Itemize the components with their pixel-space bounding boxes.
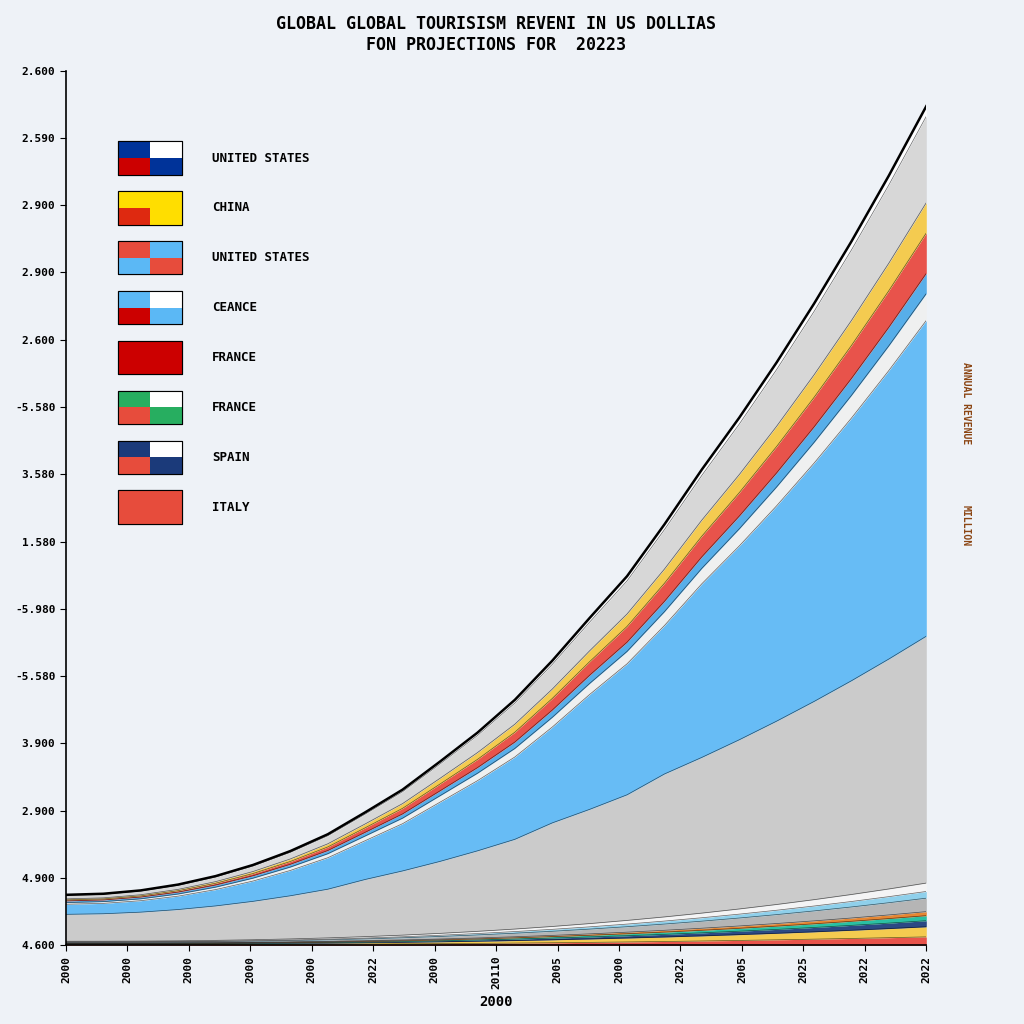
FancyBboxPatch shape xyxy=(150,208,182,224)
FancyBboxPatch shape xyxy=(150,341,182,357)
FancyBboxPatch shape xyxy=(118,507,150,523)
FancyBboxPatch shape xyxy=(118,291,182,325)
FancyBboxPatch shape xyxy=(118,242,182,274)
FancyBboxPatch shape xyxy=(150,391,182,408)
Text: CHINA: CHINA xyxy=(212,202,250,214)
Title: GLOBAL GLOBAL TOURISISM REVENI IN US DOLLIAS
FON PROJECTIONS FOR  20223: GLOBAL GLOBAL TOURISISM REVENI IN US DOL… xyxy=(276,15,716,54)
FancyBboxPatch shape xyxy=(150,490,182,507)
Text: MILLION: MILLION xyxy=(961,505,971,546)
FancyBboxPatch shape xyxy=(118,341,150,357)
FancyBboxPatch shape xyxy=(118,391,182,424)
FancyBboxPatch shape xyxy=(118,208,150,224)
Text: FRANCE: FRANCE xyxy=(212,351,257,364)
FancyBboxPatch shape xyxy=(150,158,182,175)
Text: UNITED STATES: UNITED STATES xyxy=(212,251,309,264)
FancyBboxPatch shape xyxy=(118,357,150,374)
FancyBboxPatch shape xyxy=(118,440,182,474)
Text: CEANCE: CEANCE xyxy=(212,301,257,314)
FancyBboxPatch shape xyxy=(118,242,150,258)
X-axis label: 2000: 2000 xyxy=(479,995,513,1009)
FancyBboxPatch shape xyxy=(118,158,150,175)
FancyBboxPatch shape xyxy=(150,258,182,274)
FancyBboxPatch shape xyxy=(118,141,150,158)
Text: SPAIN: SPAIN xyxy=(212,451,250,464)
FancyBboxPatch shape xyxy=(150,191,182,208)
FancyBboxPatch shape xyxy=(150,357,182,374)
FancyBboxPatch shape xyxy=(118,458,150,474)
FancyBboxPatch shape xyxy=(118,408,150,424)
FancyBboxPatch shape xyxy=(118,258,150,274)
FancyBboxPatch shape xyxy=(150,242,182,258)
FancyBboxPatch shape xyxy=(150,291,182,307)
FancyBboxPatch shape xyxy=(150,141,182,158)
FancyBboxPatch shape xyxy=(118,191,150,208)
FancyBboxPatch shape xyxy=(118,490,182,523)
FancyBboxPatch shape xyxy=(118,440,150,458)
FancyBboxPatch shape xyxy=(150,307,182,325)
Text: ITALY: ITALY xyxy=(212,501,250,514)
FancyBboxPatch shape xyxy=(118,391,150,408)
FancyBboxPatch shape xyxy=(118,291,150,307)
FancyBboxPatch shape xyxy=(150,507,182,523)
Text: ANNUAL REVENUE: ANNUAL REVENUE xyxy=(961,361,971,444)
Text: FRANCE: FRANCE xyxy=(212,400,257,414)
Text: UNITED STATES: UNITED STATES xyxy=(212,152,309,165)
FancyBboxPatch shape xyxy=(150,408,182,424)
FancyBboxPatch shape xyxy=(118,490,150,507)
FancyBboxPatch shape xyxy=(150,458,182,474)
FancyBboxPatch shape xyxy=(118,307,150,325)
FancyBboxPatch shape xyxy=(118,141,182,175)
FancyBboxPatch shape xyxy=(150,440,182,458)
FancyBboxPatch shape xyxy=(118,191,182,224)
FancyBboxPatch shape xyxy=(118,341,182,374)
